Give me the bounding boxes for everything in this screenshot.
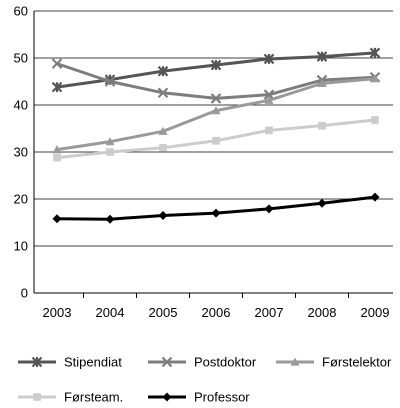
data-point bbox=[52, 145, 62, 154]
data-point bbox=[51, 58, 63, 69]
y-tick-label: 50 bbox=[14, 51, 28, 66]
legend-marker bbox=[290, 357, 300, 366]
legend-item: Stipendiat bbox=[18, 355, 122, 370]
data-point bbox=[106, 148, 114, 156]
data-point bbox=[210, 59, 222, 71]
legend-marker bbox=[162, 392, 172, 402]
y-tick-label: 20 bbox=[14, 192, 28, 207]
x-tick-label: 2004 bbox=[96, 305, 125, 320]
data-point bbox=[264, 95, 274, 104]
y-tick-label: 40 bbox=[14, 98, 28, 113]
series-group bbox=[51, 47, 381, 224]
legend: Stipendiat Postdoktor Førstelektor Førsteam… bbox=[18, 355, 392, 405]
legend-marker bbox=[161, 356, 173, 368]
data-point bbox=[212, 136, 220, 145]
data-point bbox=[210, 93, 222, 104]
data-point bbox=[318, 121, 326, 130]
y-tick-label: 30 bbox=[14, 145, 28, 160]
data-point bbox=[51, 81, 63, 93]
data-point bbox=[158, 126, 168, 135]
series-stipendiat bbox=[51, 47, 381, 93]
data-point bbox=[104, 76, 116, 87]
legend-label: Professor bbox=[194, 390, 250, 405]
grid-lines bbox=[34, 10, 393, 294]
data-point bbox=[317, 78, 327, 87]
data-point bbox=[211, 106, 221, 115]
data-point bbox=[263, 53, 275, 65]
x-tick-label: 2006 bbox=[202, 305, 231, 320]
x-tick-label: 2009 bbox=[361, 305, 390, 320]
data-point bbox=[105, 214, 115, 224]
legend-label: Postdoktor bbox=[194, 355, 257, 370]
data-point bbox=[263, 89, 275, 100]
y-tick-label: 0 bbox=[21, 286, 28, 301]
legend-item: Professor bbox=[148, 390, 250, 405]
legend-item: Postdoktor bbox=[148, 355, 257, 370]
data-point bbox=[159, 143, 167, 152]
data-point bbox=[53, 153, 61, 162]
data-point bbox=[370, 192, 380, 202]
data-point bbox=[264, 204, 274, 214]
y-tick-label: 10 bbox=[14, 239, 28, 254]
x-tick-label: 2008 bbox=[308, 305, 337, 320]
data-point bbox=[317, 198, 327, 208]
x-tick-label: 2005 bbox=[149, 305, 178, 320]
data-point bbox=[370, 74, 380, 83]
data-point bbox=[52, 214, 62, 224]
data-point bbox=[105, 137, 115, 146]
legend-marker bbox=[33, 393, 41, 401]
series-f-rsteam- bbox=[53, 116, 379, 162]
data-point bbox=[158, 210, 168, 220]
x-tick-label: 2003 bbox=[43, 305, 72, 320]
legend-label: Førsteam. bbox=[64, 390, 123, 405]
x-tick-label: 2007 bbox=[255, 305, 284, 320]
legend-item: Førsteam. bbox=[18, 390, 123, 405]
data-point bbox=[371, 116, 379, 124]
data-point bbox=[211, 208, 221, 218]
data-point bbox=[265, 126, 273, 135]
legend-item: Førstelektor bbox=[276, 355, 392, 370]
legend-marker bbox=[31, 356, 43, 368]
y-tick-label: 60 bbox=[14, 4, 28, 19]
x-axis: 2003 2004 2005 2006 2007 2008 2009 bbox=[34, 292, 393, 320]
y-axis: 0 10 20 30 40 50 60 bbox=[14, 4, 35, 301]
data-point bbox=[157, 65, 169, 77]
data-point bbox=[369, 47, 381, 59]
series-f-rstelektor bbox=[52, 74, 380, 154]
series-professor bbox=[52, 192, 380, 224]
legend-label: Førstelektor bbox=[322, 355, 392, 370]
legend-label: Stipendiat bbox=[64, 355, 122, 370]
data-point bbox=[157, 87, 169, 99]
data-point bbox=[316, 51, 328, 62]
